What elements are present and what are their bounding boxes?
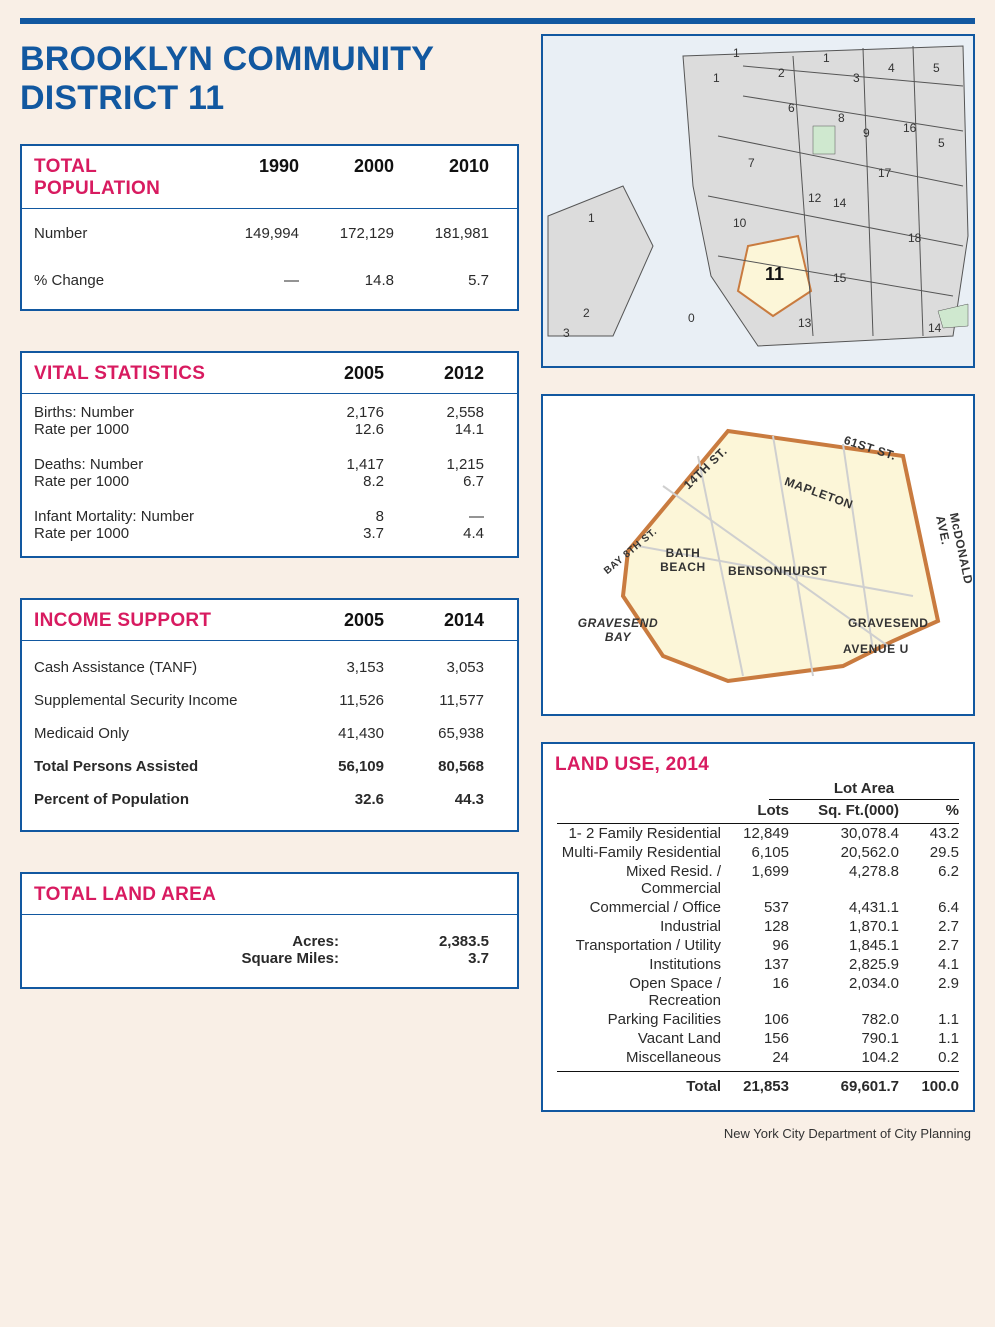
district-label: 9 <box>863 126 870 140</box>
district-label: 13 <box>798 316 811 330</box>
population-heading: TOTAL POPULATION <box>34 156 204 200</box>
vital-row: Births: Number2,1762,558 <box>34 404 505 421</box>
vital-body: Births: Number2,1762,558Rate per 100012.… <box>22 394 517 556</box>
district-label: 0 <box>688 311 695 325</box>
vital-heading: VITAL STATISTICS <box>34 363 284 385</box>
landuse-row: 1- 2 Family Residential12,84930,078.443.… <box>557 824 959 843</box>
district-label: 15 <box>833 271 846 285</box>
district-label: 6 <box>788 101 795 115</box>
district-label: 1 <box>713 71 720 85</box>
landuse-row: Commercial / Office5374,431.16.4 <box>557 898 959 917</box>
district-label: 2 <box>778 66 785 80</box>
water-label: GRAVESEND BAY <box>573 616 663 644</box>
top-rule <box>20 18 975 24</box>
neighborhood-label: GRAVESEND <box>848 616 929 630</box>
district-label: 5 <box>938 136 945 150</box>
district-label: 7 <box>748 156 755 170</box>
income-row: Medicaid Only41,43065,938 <box>34 725 505 742</box>
landuse-total-row: Total 21,853 69,601.7 100.0 <box>557 1071 959 1096</box>
income-year-0: 2005 <box>284 610 384 631</box>
district-label: 4 <box>888 61 895 75</box>
neighborhood-label: BENSONHURST <box>728 564 827 578</box>
landuse-row: Mixed Resid. / Commercial1,6994,278.86.2 <box>557 862 959 898</box>
income-heading: INCOME SUPPORT <box>34 610 284 632</box>
population-row: % Change — 14.8 5.7 <box>34 266 505 295</box>
district-label: 2 <box>583 306 590 320</box>
vital-panel: VITAL STATISTICS 2005 2012 Births: Numbe… <box>20 351 519 558</box>
district-label: 14 <box>928 321 941 335</box>
income-panel: INCOME SUPPORT 2005 2014 Cash Assistance… <box>20 598 519 832</box>
income-body: Cash Assistance (TANF)3,1533,053 Suppleme… <box>22 641 517 830</box>
vital-row: Deaths: Number1,4171,215 <box>34 456 505 473</box>
vital-year-1: 2012 <box>384 363 484 384</box>
vital-row: Rate per 10003.74.4 <box>34 525 505 542</box>
landuse-row: Industrial1281,870.12.7 <box>557 917 959 936</box>
landuse-column-headers: Lots Sq. Ft.(000) % <box>557 800 959 824</box>
landuse-row: Miscellaneous24104.20.2 <box>557 1048 959 1067</box>
population-body: Number 149,994 172,129 181,981 % Change … <box>22 209 517 309</box>
landarea-panel: TOTAL LAND AREA Acres: 2,383.5 Square Mi… <box>20 872 519 989</box>
population-panel: TOTAL POPULATION 1990 2000 2010 Number 1… <box>20 144 519 311</box>
district-label: 16 <box>903 121 916 135</box>
vital-row: Rate per 100012.614.1 <box>34 421 505 438</box>
left-column: BROOKLYN COMMUNITY DISTRICT 11 TOTAL POP… <box>20 34 519 1112</box>
landuse-heading: LAND USE, 2014 <box>555 754 709 776</box>
income-year-1: 2014 <box>384 610 484 631</box>
landuse-row: Transportation / Utility961,845.12.7 <box>557 936 959 955</box>
landuse-row: Institutions1372,825.94.1 <box>557 955 959 974</box>
district-label: 17 <box>878 166 891 180</box>
district-label: 1 <box>823 51 830 65</box>
neighborhood-map-svg <box>543 396 969 710</box>
district-label: 3 <box>563 326 570 340</box>
neighborhood-map: 14TH ST. 61ST ST. BAY 8TH ST. McDONALD A… <box>541 394 975 716</box>
income-row: Total Persons Assisted56,10980,568 <box>34 758 505 775</box>
population-row: Number 149,994 172,129 181,981 <box>34 219 505 248</box>
locator-map-svg <box>543 36 973 366</box>
landarea-row: Square Miles: 3.7 <box>50 950 489 967</box>
district-label: 10 <box>733 216 746 230</box>
landuse-row: Open Space / Recreation162,034.02.9 <box>557 974 959 1010</box>
locator-map: 11 1111223345567891012131414151617180 <box>541 34 975 368</box>
district-label: 5 <box>933 61 940 75</box>
population-year-0: 1990 <box>204 156 299 177</box>
page: BROOKLYN COMMUNITY DISTRICT 11 TOTAL POP… <box>0 0 995 1151</box>
landuse-row: Multi-Family Residential6,10520,562.029.… <box>557 843 959 862</box>
vital-row: Infant Mortality: Number8— <box>34 508 505 525</box>
landuse-panel: LAND USE, 2014 Lot Area Lots Sq. Ft.(000… <box>541 742 975 1112</box>
district-label: 1 <box>733 46 740 60</box>
population-year-2: 2010 <box>394 156 489 177</box>
landuse-row: Vacant Land156790.11.1 <box>557 1029 959 1048</box>
vital-year-0: 2005 <box>284 363 384 384</box>
right-column: 11 1111223345567891012131414151617180 <box>541 34 975 1112</box>
street-label: AVENUE U <box>843 642 909 656</box>
landuse-row: Parking Facilities106782.01.1 <box>557 1010 959 1029</box>
district-label: 8 <box>838 111 845 125</box>
population-year-1: 2000 <box>299 156 394 177</box>
district-label: 1 <box>588 211 595 225</box>
map-highlight-label: 11 <box>765 264 784 285</box>
district-label: 18 <box>908 231 921 245</box>
district-label: 14 <box>833 196 846 210</box>
district-label: 12 <box>808 191 821 205</box>
landuse-lotarea-label: Lot Area <box>769 780 959 800</box>
page-title: BROOKLYN COMMUNITY DISTRICT 11 <box>20 40 519 118</box>
credit-line: New York City Department of City Plannin… <box>24 1126 971 1141</box>
vital-row: Rate per 10008.26.7 <box>34 473 505 490</box>
landarea-heading: TOTAL LAND AREA <box>34 884 216 906</box>
income-row: Percent of Population32.644.3 <box>34 791 505 808</box>
income-row: Cash Assistance (TANF)3,1533,053 <box>34 659 505 676</box>
landarea-row: Acres: 2,383.5 <box>50 933 489 950</box>
district-label: 3 <box>853 71 860 85</box>
income-row: Supplemental Security Income11,52611,577 <box>34 692 505 709</box>
neighborhood-label: BATH BEACH <box>658 546 708 574</box>
